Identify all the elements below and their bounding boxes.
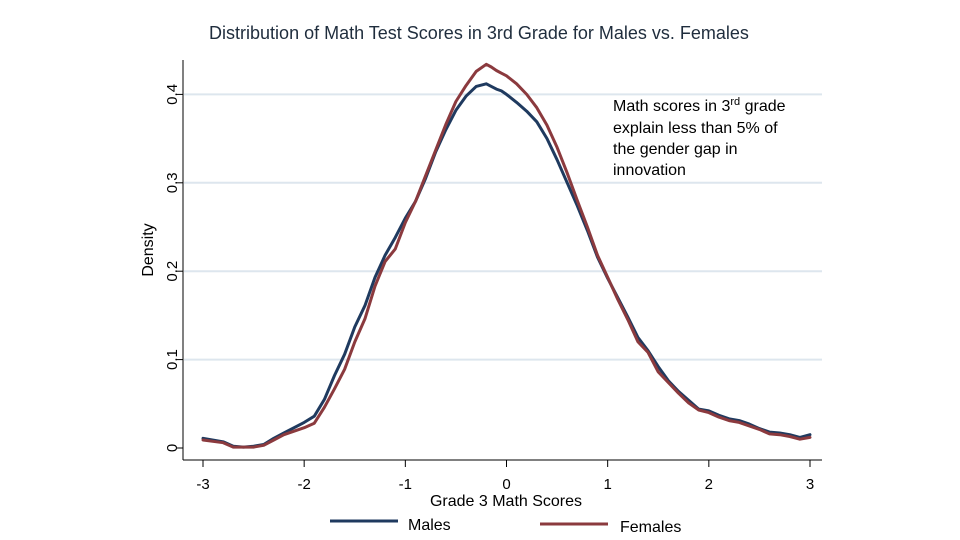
y-tick-label: 0: [164, 444, 181, 452]
annotation: Math scores in 3rd grade explain less th…: [613, 96, 786, 179]
annotation-line-4: innovation: [613, 162, 686, 179]
series-line-females: [201, 62, 812, 449]
y-axis: 0 0.1 0.2 0.3 0.4: [164, 60, 184, 460]
x-axis: -3 -2 -1 0 1 2 3: [183, 459, 822, 493]
x-tick-label: 2: [705, 476, 713, 493]
annotation-line-3: the gender gap in: [613, 141, 738, 158]
y-tick-label: 0.3: [164, 172, 181, 193]
x-tick-label: -3: [196, 476, 209, 493]
series-line-males: [201, 82, 812, 449]
series-lines: [201, 62, 812, 449]
legend-label-males: Males: [408, 517, 451, 534]
x-tick-label: -2: [297, 476, 310, 493]
annotation-line-1: Math scores in 3rd grade: [613, 96, 786, 115]
y-axis-label: Density: [140, 223, 157, 276]
x-tick-label: 3: [806, 476, 814, 493]
x-tick-label: 0: [502, 476, 510, 493]
x-tick-label: -1: [399, 476, 412, 493]
chart-title: Distribution of Math Test Scores in 3rd …: [209, 23, 749, 43]
legend: Males Females: [330, 517, 681, 536]
gridlines: [184, 93, 822, 361]
annotation-superscript: rd: [730, 96, 740, 108]
legend-label-females: Females: [620, 519, 681, 536]
annotation-line-1-pre: Math scores in 3: [613, 98, 730, 115]
x-tick-label: 1: [603, 476, 611, 493]
annotation-line-1-post: grade: [740, 98, 785, 115]
annotation-line-2: explain less than 5% of: [613, 120, 778, 137]
y-tick-label: 0.2: [164, 261, 181, 282]
x-axis-label: Grade 3 Math Scores: [430, 493, 582, 510]
y-tick-label: 0.1: [164, 349, 181, 370]
y-tick-label: 0.4: [164, 84, 181, 105]
